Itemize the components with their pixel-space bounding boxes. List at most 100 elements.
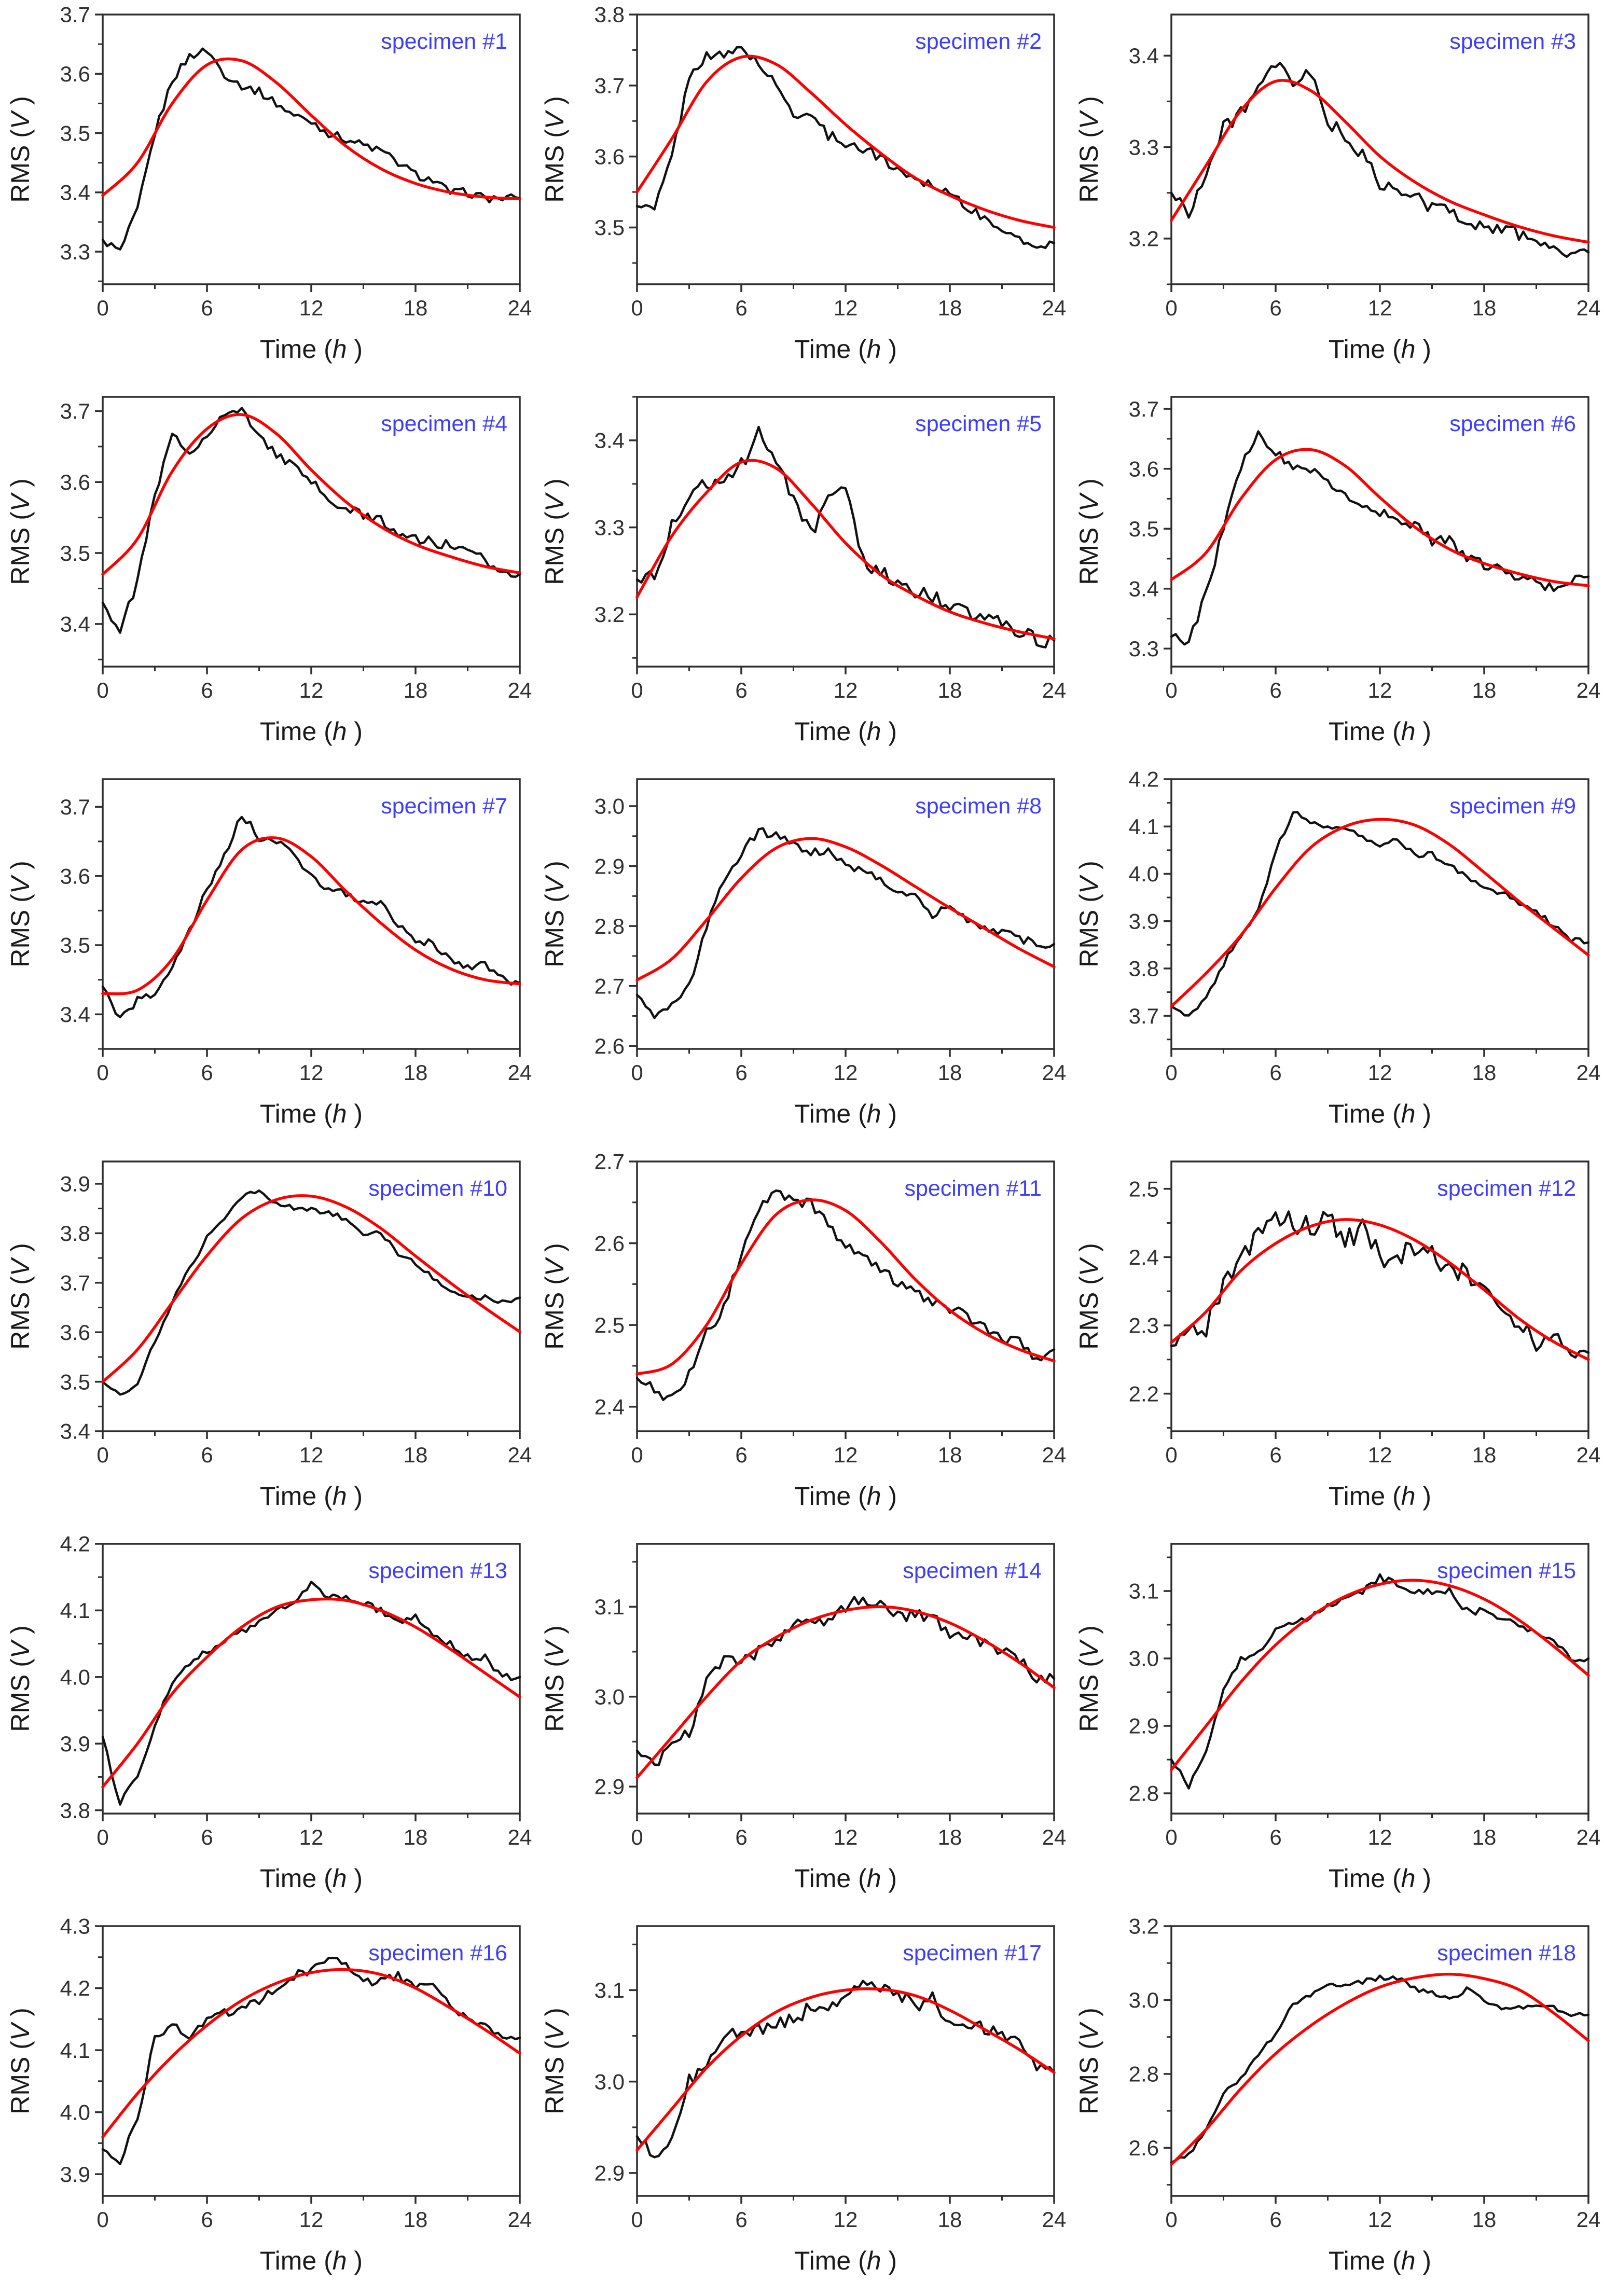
x-tick-label: 12: [1368, 1825, 1392, 1849]
y-tick-label: 3.0: [1129, 1647, 1159, 1671]
x-axis-label: Time (h ): [794, 1482, 897, 1511]
fit-curve-path: [101, 836, 521, 995]
x-tick-label: 18: [938, 1825, 962, 1849]
x-tick-label: 12: [834, 678, 858, 702]
x-tick-label: 12: [834, 1060, 858, 1085]
y-tick-label: 3.5: [1129, 517, 1159, 541]
plot-frame: [1170, 1925, 1589, 2197]
y-axis-label: RMS (V ): [1074, 861, 1103, 967]
x-tick-label: 12: [1368, 2207, 1392, 2232]
measured-series-path: [635, 1189, 1056, 1401]
x-tick-label: 24: [1042, 678, 1067, 702]
measured-series-path: [101, 815, 521, 1018]
measured-series-path: [1170, 430, 1590, 646]
y-axis-label: RMS (V ): [540, 96, 569, 203]
y-tick-label: 3.4: [60, 1002, 90, 1027]
x-tick-label: 12: [299, 1443, 324, 1467]
chart-cell: 0 6 12 18 24 2.6 2.8 3.0 3.2 Time (h ) RMS (V ) spe…: [1069, 1912, 1603, 2294]
specimen-label: specimen #3: [1449, 29, 1576, 54]
fit-curve-path: [635, 837, 1056, 981]
chart-cell: 0 6 12 18 24 3.7 3.8 3.9 4.0 4.1 4.2 Time (h ) RMS (…: [1069, 765, 1603, 1147]
x-tick-label: 6: [1269, 1443, 1281, 1467]
chart-svg: 0 6 12 18 24 2.9 3.0 3.1 Time (h ) RMS (V ) specim…: [540, 1543, 1066, 1893]
x-tick-label: 0: [631, 678, 643, 702]
x-axis-label: Time (h ): [1329, 1482, 1431, 1511]
chart-svg: 0 6 12 18 24 3.3 3.4 3.5 3.6 3.7 Time (h ) RMS (V )…: [1074, 396, 1600, 746]
y-tick-label: 2.4: [1129, 1245, 1159, 1269]
y-tick-label: 3.6: [594, 144, 625, 169]
y-axis-label: RMS (V ): [6, 2008, 35, 2114]
chart-cell: 0 6 12 18 24 3.4 3.5 3.6 3.7 Time (h ) RMS (V ) spe…: [0, 382, 534, 765]
y-tick-label: 3.1: [1129, 1579, 1159, 1603]
y-tick-label: 3.0: [1129, 1988, 1159, 2012]
chart-cell: 0 6 12 18 24 3.9 4.0 4.1 4.2 4.3 Time (h ) RMS (V )…: [0, 1912, 534, 2294]
y-axis-label: RMS (V ): [1074, 96, 1103, 203]
y-tick-label: 4.1: [60, 1598, 90, 1623]
y-tick-label: 4.3: [60, 1914, 90, 1939]
measured-series-path: [101, 1581, 521, 1806]
chart-svg: 0 6 12 18 24 3.3 3.4 3.5 3.6 3.7 Time (h ) RMS (V )…: [6, 3, 532, 364]
x-axis-label: Time (h ): [794, 2246, 897, 2275]
x-tick-label: 6: [201, 1060, 213, 1085]
y-tick-label: 3.9: [60, 1732, 90, 1756]
specimen-label: specimen #17: [903, 1941, 1042, 1966]
y-tick-label: 3.9: [60, 1172, 90, 1196]
y-tick-label: 2.8: [1129, 2062, 1159, 2086]
y-tick-label: 3.5: [60, 1370, 90, 1394]
chart-svg: 0 6 12 18 24 3.4 3.5 3.6 3.7 Time (h ) RMS (V ) spe…: [6, 778, 532, 1128]
y-tick-label: 3.7: [60, 1270, 90, 1295]
x-tick-label: 18: [938, 1060, 962, 1085]
y-axis-label: RMS (V ): [6, 1625, 35, 1732]
y-tick-label: 3.8: [60, 1221, 90, 1246]
x-tick-label: 24: [1042, 2207, 1067, 2232]
measured-series-path: [635, 1980, 1056, 2159]
y-tick-label: 2.7: [594, 974, 625, 998]
y-axis-label: RMS (V ): [540, 1243, 569, 1350]
y-axis-label: RMS (V ): [6, 96, 35, 203]
y-tick-label: 3.6: [1129, 457, 1159, 481]
y-tick-label: 3.0: [594, 1684, 625, 1709]
x-tick-label: 0: [1165, 1443, 1177, 1467]
x-tick-label: 12: [299, 678, 324, 702]
chart-cell: 0 6 12 18 24 2.2 2.3 2.4 2.5 Time (h ) RMS (V ) spe…: [1069, 1147, 1603, 1529]
x-tick-label: 24: [1577, 296, 1601, 320]
x-tick-label: 18: [404, 1825, 428, 1849]
x-tick-label: 0: [1165, 678, 1177, 702]
y-tick-label: 2.9: [1129, 1714, 1159, 1738]
fit-curve-path: [635, 54, 1056, 229]
x-tick-label: 0: [96, 296, 108, 320]
x-tick-label: 18: [1472, 1060, 1497, 1085]
plot-frame: [1170, 13, 1589, 285]
specimen-label: specimen #2: [915, 29, 1042, 54]
y-axis-label: RMS (V ): [540, 861, 569, 967]
x-tick-label: 18: [938, 1443, 962, 1467]
x-tick-label: 12: [1368, 1443, 1392, 1467]
x-tick-label: 6: [201, 1443, 213, 1467]
x-tick-label: 24: [1042, 1443, 1067, 1467]
x-tick-label: 6: [1269, 2207, 1281, 2232]
x-tick-label: 6: [1269, 678, 1281, 702]
fit-curve-path: [635, 1198, 1056, 1376]
x-axis-label: Time (h ): [1329, 1864, 1431, 1893]
x-tick-label: 12: [834, 2207, 858, 2232]
x-axis-label: Time (h ): [794, 1864, 897, 1893]
y-tick-label: 2.8: [1129, 1781, 1159, 1806]
fit-curve-path: [101, 413, 521, 576]
chart-svg: 0 6 12 18 24 3.5 3.6 3.7 3.8 Time (h ) RMS (V ) spe…: [540, 3, 1066, 364]
plot-frame: [636, 13, 1055, 285]
measured-series-path: [1170, 811, 1590, 1017]
x-tick-label: 12: [1368, 678, 1392, 702]
x-axis-label: Time (h ): [1329, 1099, 1431, 1128]
y-tick-label: 3.2: [594, 602, 625, 627]
x-axis-label: Time (h ): [260, 717, 363, 746]
specimen-label: specimen #12: [1437, 1176, 1576, 1201]
y-tick-label: 2.7: [594, 1150, 625, 1174]
chart-cell: 0 6 12 18 24 2.9 3.0 3.1 Time (h ) RMS (V ) specim…: [534, 1529, 1069, 1912]
measured-series-path: [635, 46, 1056, 250]
y-tick-label: 3.3: [1129, 135, 1159, 159]
chart-svg: 0 6 12 18 24 2.9 3.0 3.1 Time (h ) RMS (V ) specim…: [540, 1925, 1067, 2275]
x-tick-label: 6: [735, 678, 747, 702]
chart-svg: 0 6 12 18 24 3.4 3.5 3.6 3.7 Time (h ) RMS (V ) spe…: [6, 396, 532, 746]
y-tick-label: 3.2: [1129, 227, 1159, 251]
x-tick-label: 24: [508, 296, 532, 320]
